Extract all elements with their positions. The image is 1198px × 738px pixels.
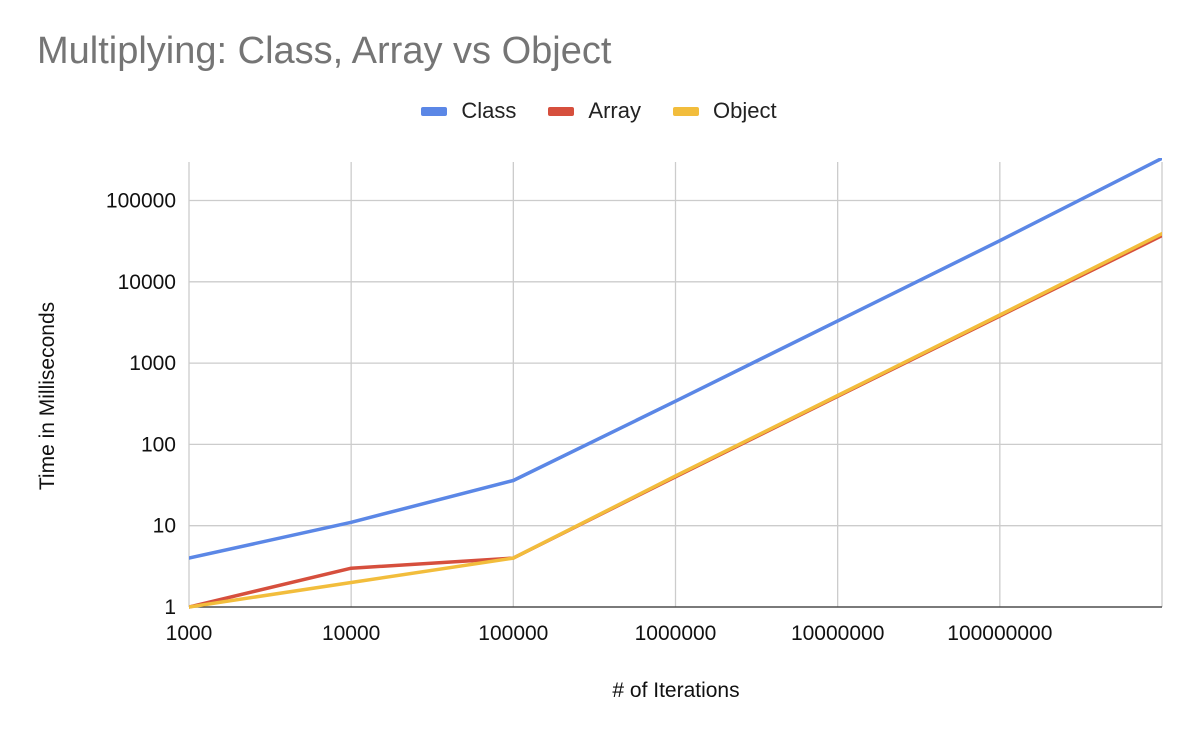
legend-item-class[interactable]: Class [421, 98, 516, 124]
x-tick-label-4: 10000000 [791, 622, 884, 645]
x-tick-label-0: 1000 [166, 622, 213, 645]
y-tick-label-5: 100000 [106, 190, 176, 213]
legend-label-array: Array [588, 98, 641, 123]
y-axis-ticks: 1 10 100 1000 10000 100000 [106, 190, 176, 620]
x-axis-title: # of Iterations [612, 679, 739, 702]
legend: Class Array Object [0, 97, 1198, 125]
x-axis-ticks: 1000 10000 100000 1000000 10000000 100000000 [166, 622, 1053, 645]
y-tick-label-3: 1000 [129, 352, 176, 375]
y-tick-label-2: 100 [141, 433, 176, 456]
legend-item-array[interactable]: Array [548, 98, 641, 124]
legend-label-object: Object [712, 98, 777, 123]
series-group [189, 158, 1162, 609]
x-tick-label-5: 100000000 [947, 622, 1052, 645]
legend-swatch-object [672, 106, 699, 116]
legend-swatch-array [548, 106, 575, 116]
y-tick-label-0: 1 [164, 596, 176, 619]
y-tick-label-4: 10000 [118, 271, 176, 294]
legend-label-class: Class [461, 98, 517, 123]
y-tick-label-1: 10 [153, 515, 176, 538]
chart-title: Multiplying: Class, Array vs Object [37, 30, 612, 72]
x-tick-label-1: 10000 [322, 622, 380, 645]
grid [188, 162, 1163, 608]
legend-swatch-class [421, 106, 448, 116]
legend-item-object[interactable]: Object [672, 98, 777, 124]
y-axis-title: Time in Milliseconds [36, 302, 59, 490]
x-tick-label-2: 100000 [478, 622, 548, 645]
x-tick-label-3: 1000000 [635, 622, 717, 645]
